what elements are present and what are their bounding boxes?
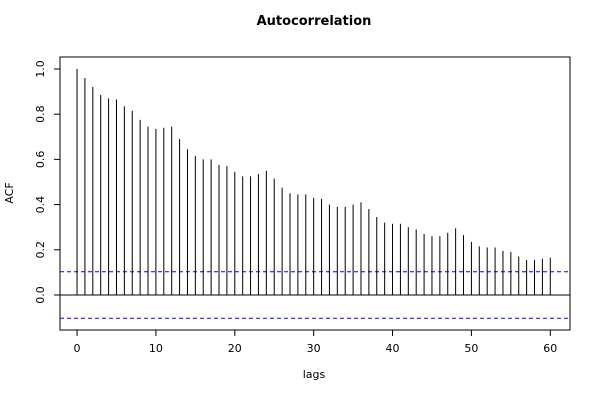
y-tick-label: 0.6 xyxy=(34,151,47,169)
y-tick-label: 0.0 xyxy=(34,286,47,304)
x-tick-label: 50 xyxy=(464,342,478,355)
x-tick-label: 0 xyxy=(74,342,81,355)
x-tick-label: 10 xyxy=(149,342,163,355)
y-tick-label: 1.0 xyxy=(34,60,47,78)
y-axis-label: ACF xyxy=(3,182,16,203)
x-tick-label: 30 xyxy=(307,342,321,355)
x-tick-label: 40 xyxy=(386,342,400,355)
x-tick-label: 20 xyxy=(228,342,242,355)
y-tick-label: 0.8 xyxy=(34,105,47,123)
x-axis-label: lags xyxy=(303,368,326,381)
chart-title: Autocorrelation xyxy=(257,14,372,29)
y-tick-label: 0.2 xyxy=(34,241,47,258)
y-tick-label: 0.4 xyxy=(34,196,47,214)
x-tick-label: 60 xyxy=(543,342,557,355)
plot-frame xyxy=(59,56,571,331)
